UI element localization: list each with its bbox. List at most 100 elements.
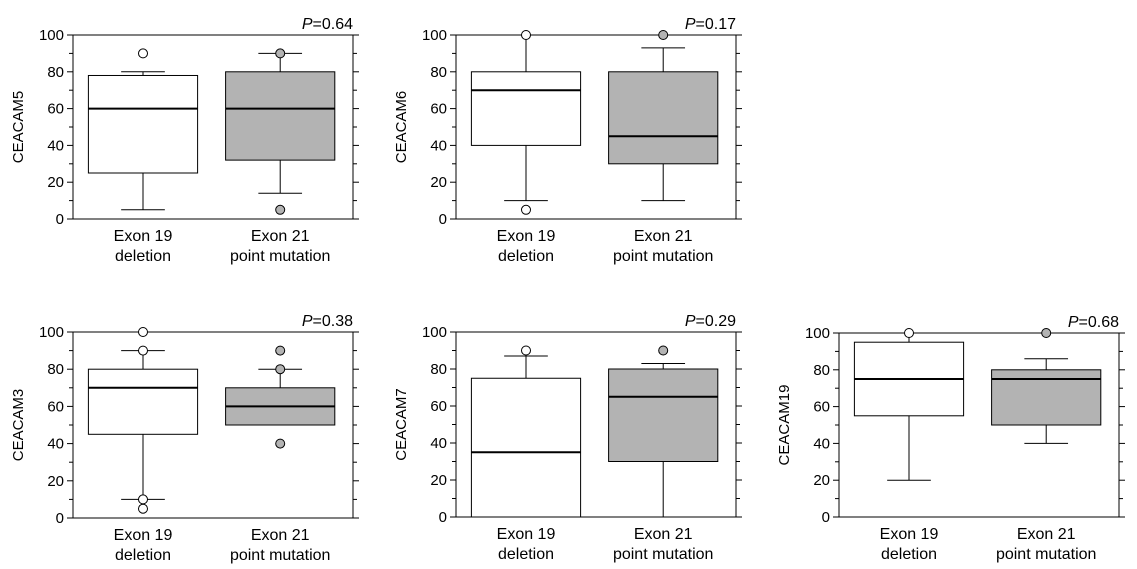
y-tick-label: 40 xyxy=(430,137,447,154)
outlier-point xyxy=(138,494,148,505)
y-axis-label: CEACAM3 xyxy=(10,389,27,462)
x-category-label: point mutation xyxy=(613,248,714,265)
y-tick-label: 60 xyxy=(430,101,447,118)
y-tick-label: 20 xyxy=(813,472,830,489)
y-tick-label: 40 xyxy=(47,436,64,453)
x-category-label: Exon 19 xyxy=(114,228,173,245)
x-category-label: point mutation xyxy=(996,546,1097,563)
chart-panel-ceacam3: 0 20 40 60 80 100 CEACAM3 P=0.38 Exon 19 deletion… xyxy=(10,313,359,564)
p-value-label: P=0.29 xyxy=(685,313,736,330)
p-symbol: P xyxy=(1068,314,1079,331)
outlier-point xyxy=(275,438,286,449)
p-symbol: P xyxy=(685,313,696,330)
y-tick-label: 100 xyxy=(422,27,447,44)
x-category-label: deletion xyxy=(115,248,171,265)
y-tick-label: 40 xyxy=(430,435,447,452)
y-tick-label: 100 xyxy=(422,324,447,341)
p-value: =0.17 xyxy=(696,16,737,33)
outlier-point xyxy=(138,345,148,356)
y-tick-label: 100 xyxy=(39,27,64,44)
x-category-label: deletion xyxy=(498,248,554,265)
outlier-point xyxy=(138,503,148,514)
p-value: =0.64 xyxy=(313,16,354,33)
outlier-point xyxy=(521,30,531,40)
y-tick-label: 20 xyxy=(47,473,64,490)
chart-panel-ceacam19: 0 20 40 60 80 100 CEACAM19 P=0.68 Exon 19 deletio… xyxy=(776,314,1125,563)
box xyxy=(225,71,336,161)
outlier-point xyxy=(275,364,286,375)
y-tick-label: 60 xyxy=(813,399,830,416)
p-value-label: P=0.64 xyxy=(302,16,353,33)
y-tick-label: 40 xyxy=(813,435,830,452)
x-category-label: Exon 21 xyxy=(1017,526,1076,543)
y-axis-label: CEACAM7 xyxy=(393,388,410,461)
box xyxy=(470,377,582,518)
chart-panel-ceacam6: 0 20 40 60 80 100 CEACAM6 P=0.17 Exon 19 deletion… xyxy=(393,16,742,265)
box xyxy=(470,71,582,146)
y-tick-label: 0 xyxy=(439,211,447,228)
p-value: =0.38 xyxy=(313,313,354,330)
outlier-point xyxy=(521,204,531,215)
outlier-point xyxy=(904,328,914,338)
y-tick-label: 100 xyxy=(39,324,64,341)
p-symbol: P xyxy=(685,16,696,33)
chart-panel-ceacam5: 0 20 40 60 80 100 CEACAM5 P=0.64 Exon 19 deletion… xyxy=(10,16,359,265)
box xyxy=(608,71,719,165)
box xyxy=(87,74,199,174)
y-tick-label: 0 xyxy=(822,509,830,526)
y-axis-label: CEACAM5 xyxy=(10,91,27,164)
p-symbol: P xyxy=(302,313,313,330)
outlier-point xyxy=(138,327,148,337)
x-category-label: Exon 21 xyxy=(634,228,693,245)
y-tick-label: 80 xyxy=(430,361,447,378)
outlier-point xyxy=(275,48,286,59)
outlier-point xyxy=(275,345,286,356)
x-category-label: point mutation xyxy=(613,546,714,563)
box xyxy=(608,368,719,462)
p-value-label: P=0.68 xyxy=(1068,314,1119,331)
box xyxy=(87,368,199,435)
x-category-label: deletion xyxy=(498,546,554,563)
outlier-point xyxy=(275,204,286,215)
y-axis-label: CEACAM19 xyxy=(776,385,793,466)
y-tick-label: 80 xyxy=(47,64,64,81)
x-category-label: Exon 21 xyxy=(634,526,693,543)
x-category-label: Exon 19 xyxy=(880,526,939,543)
x-category-label: Exon 21 xyxy=(251,228,310,245)
y-tick-label: 80 xyxy=(430,64,447,81)
x-category-label: Exon 21 xyxy=(251,527,310,544)
x-category-label: deletion xyxy=(115,547,171,564)
chart-panel-ceacam7: 0 20 40 60 80 100 CEACAM7 P=0.29 Exon 19 deletion… xyxy=(393,313,742,563)
y-tick-label: 60 xyxy=(47,101,64,118)
y-tick-label: 20 xyxy=(47,174,64,191)
y-tick-label: 0 xyxy=(56,510,64,527)
y-tick-label: 0 xyxy=(56,211,64,228)
x-category-label: point mutation xyxy=(230,547,331,564)
p-value-label: P=0.17 xyxy=(685,16,736,33)
y-tick-label: 0 xyxy=(439,509,447,526)
p-symbol: P xyxy=(302,16,313,33)
y-tick-label: 60 xyxy=(430,398,447,415)
x-category-label: point mutation xyxy=(230,248,331,265)
outlier-point xyxy=(658,345,669,356)
outlier-point xyxy=(1041,328,1052,338)
x-category-label: Exon 19 xyxy=(497,228,556,245)
outlier-point xyxy=(521,345,531,356)
y-tick-label: 20 xyxy=(430,174,447,191)
y-tick-label: 40 xyxy=(47,137,64,154)
x-category-label: Exon 19 xyxy=(114,527,173,544)
p-value-label: P=0.38 xyxy=(302,313,353,330)
y-tick-label: 60 xyxy=(47,398,64,415)
x-category-label: deletion xyxy=(881,546,937,563)
outlier-point xyxy=(138,48,148,59)
x-category-label: Exon 19 xyxy=(497,526,556,543)
y-tick-label: 80 xyxy=(813,362,830,379)
p-value: =0.68 xyxy=(1079,314,1120,331)
y-tick-label: 80 xyxy=(47,361,64,378)
y-axis-label: CEACAM6 xyxy=(393,91,410,164)
p-value: =0.29 xyxy=(696,313,737,330)
outlier-point xyxy=(658,30,669,40)
y-tick-label: 100 xyxy=(805,325,830,342)
y-tick-label: 20 xyxy=(430,472,447,489)
